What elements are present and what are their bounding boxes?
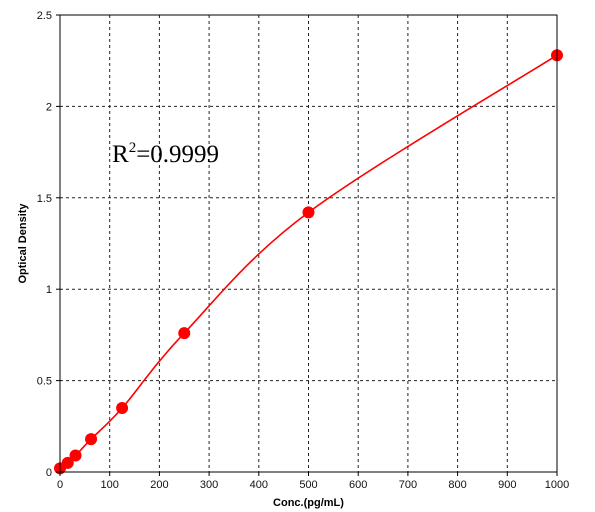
data-point bbox=[69, 449, 82, 462]
x-tick-label: 600 bbox=[349, 479, 367, 491]
data-point bbox=[302, 206, 315, 219]
y-tick-label: 0.5 bbox=[37, 376, 52, 388]
r-squared-value: =0.9999 bbox=[136, 141, 219, 168]
y-tick-label: 1.5 bbox=[37, 193, 52, 205]
y-tick-label: 2 bbox=[46, 101, 52, 113]
y-tick-label: 2.5 bbox=[37, 10, 52, 22]
x-tick-label: 800 bbox=[448, 479, 466, 491]
data-points-layer bbox=[54, 49, 563, 475]
data-point bbox=[116, 402, 129, 415]
x-axis-ticks: 0 100 200 300 400 500 600 700 800 900 1000 bbox=[57, 472, 569, 491]
data-point bbox=[85, 433, 98, 446]
r-squared-annotation: R2=0.9999 bbox=[112, 140, 219, 168]
grid-lines bbox=[60, 15, 557, 472]
r-squared-superscript: 2 bbox=[129, 140, 137, 156]
data-point bbox=[61, 456, 74, 469]
x-tick-label: 900 bbox=[498, 479, 516, 491]
data-point bbox=[178, 327, 191, 340]
y-axis-ticks: 0 0.5 1 1.5 2 2.5 bbox=[37, 10, 60, 479]
x-axis-label: Conc.(pg/mL) bbox=[273, 497, 344, 509]
x-tick-label: 200 bbox=[150, 479, 168, 491]
x-tick-label: 400 bbox=[250, 479, 268, 491]
x-tick-label: 100 bbox=[101, 479, 119, 491]
x-tick-label: 700 bbox=[399, 479, 417, 491]
x-tick-label: 0 bbox=[57, 479, 63, 491]
r-squared-base: R bbox=[112, 141, 129, 168]
y-tick-label: 0 bbox=[46, 467, 52, 479]
y-tick-label: 1 bbox=[46, 284, 52, 296]
x-tick-label: 1000 bbox=[545, 479, 569, 491]
x-tick-label: 500 bbox=[299, 479, 317, 491]
y-axis-label: Optical Density bbox=[17, 203, 29, 284]
x-tick-label: 300 bbox=[200, 479, 218, 491]
